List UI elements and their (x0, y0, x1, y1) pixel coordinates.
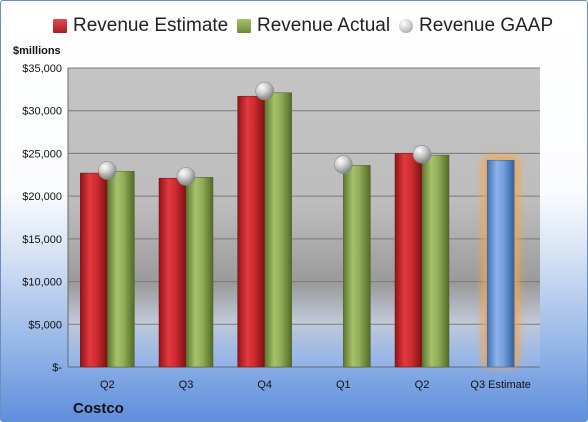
y-tick-label: $35,000 (22, 63, 62, 75)
y-tick-label: $25,000 (22, 148, 62, 160)
bar-estimate-4 (394, 153, 423, 368)
legend-marker-gaap (399, 19, 413, 33)
legend-item-revenue-estimate: Revenue Estimate (53, 15, 228, 37)
bar-actual-0 (107, 171, 135, 368)
y-tick-label: $30,000 (22, 106, 62, 118)
y-tick-label: $- (52, 362, 62, 374)
legend-item-revenue-actual: Revenue Actual (237, 15, 390, 37)
x-tick-label: Q4 (257, 379, 272, 391)
bar-estimate-5 (486, 160, 515, 368)
company-name: Costco (73, 400, 124, 417)
x-tick-label: Q2 (100, 379, 115, 391)
x-tick-label: Q1 (336, 379, 351, 391)
legend-label-gaap: Revenue GAAP (419, 15, 554, 36)
marker-gaap-3 (334, 155, 353, 174)
bar-actual-4 (421, 154, 450, 368)
bar-estimate-0 (80, 172, 108, 368)
y-tick-labels: $- $5,000 $10,000 $15,000 $20,000 $25,000 $30,… (22, 63, 62, 374)
y-tick-label: $20,000 (22, 191, 62, 203)
y-tick-label: $15,000 (22, 234, 62, 246)
legend-swatch-estimate (53, 19, 67, 33)
y-axis-label: $millions (13, 45, 61, 57)
x-tick-label: Q2 (415, 379, 430, 391)
legend-item-revenue-gaap: Revenue GAAP (399, 15, 553, 37)
legend: Revenue Estimate Revenue Actual Revenue … (1, 15, 587, 45)
legend-swatch-actual (237, 19, 251, 33)
marker-gaap-0 (98, 161, 117, 180)
y-tick-label: $5,000 (28, 319, 62, 331)
gridlines (67, 67, 540, 368)
marker-gaap-4 (412, 144, 432, 164)
bar-estimate-1 (158, 177, 187, 368)
x-tick-label: Q3 (179, 379, 194, 391)
x-tick-label: Q3 Estimate (470, 379, 531, 391)
marker-gaap-1 (176, 167, 196, 186)
bar-actual-1 (185, 177, 214, 368)
y-tick-label: $10,000 (22, 277, 62, 289)
plot-area (68, 68, 540, 367)
legend-label-actual: Revenue Actual (257, 15, 391, 36)
x-tick-labels: Q2 Q3 Q4 Q1 Q2 Q3 Estimate (100, 379, 531, 391)
marker-gaap-2 (255, 81, 274, 101)
bar-actual-3 (343, 165, 371, 368)
legend-label-estimate: Revenue Estimate (73, 15, 229, 36)
bar-estimate-2 (237, 95, 265, 368)
bars (80, 81, 520, 368)
bar-actual-2 (264, 92, 292, 368)
